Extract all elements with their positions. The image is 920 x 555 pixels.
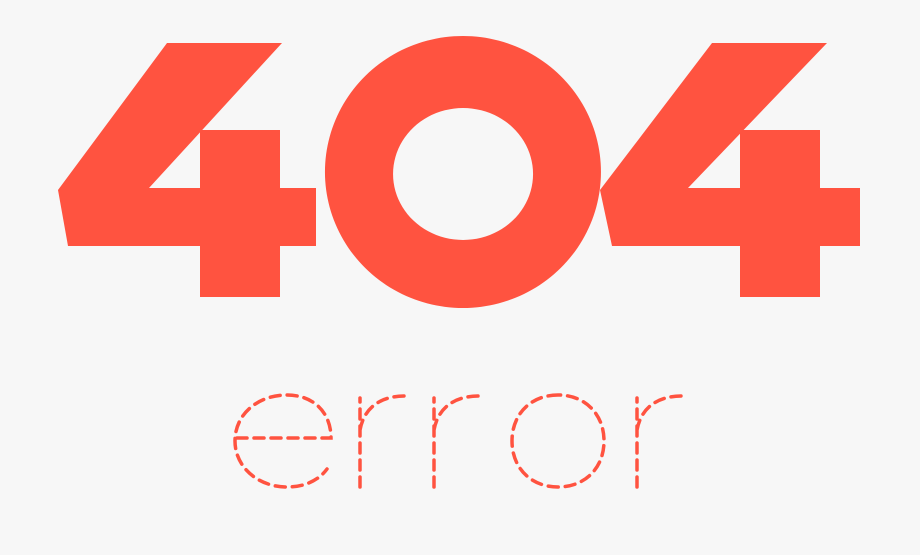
letter-r-3	[635, 394, 684, 489]
letter-e	[233, 393, 333, 489]
letter-r-2	[432, 394, 481, 489]
letter-r-1	[358, 394, 407, 489]
letter-o	[510, 393, 606, 489]
digit-four-right	[600, 43, 860, 297]
digit-zero	[324, 36, 601, 308]
digit-four-left	[58, 43, 316, 297]
